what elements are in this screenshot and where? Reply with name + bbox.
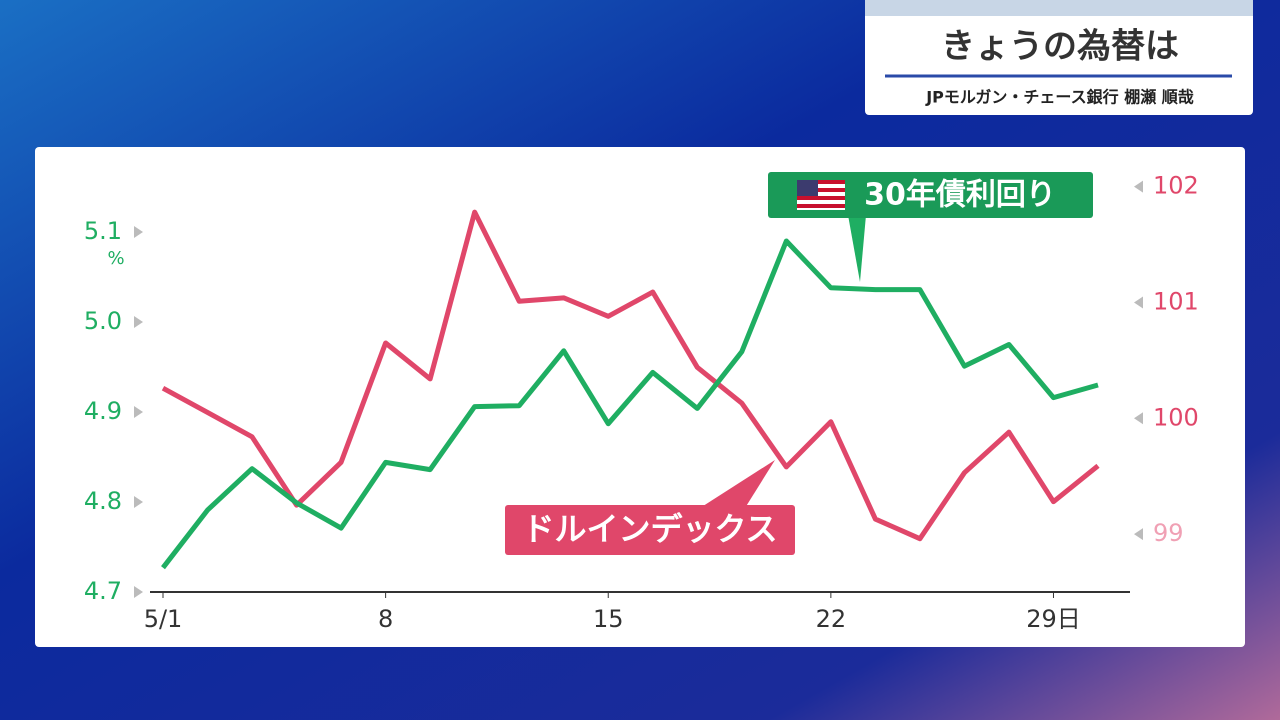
x-tick-label: 8 — [378, 605, 393, 633]
y-tick-label: 4.7 — [84, 577, 122, 605]
plot: 4.7 4.8 4.9 5.0 5.1 99 100 101 102 5/1 8 15 22 29日 — [84, 172, 1199, 633]
series-line — [161, 238, 1099, 570]
pointer — [700, 460, 775, 508]
chart-panel — [35, 147, 1245, 647]
y-tick-label: 4.8 — [84, 487, 122, 515]
series-line — [161, 209, 1100, 542]
pointer — [848, 215, 866, 282]
y2-tick — [1134, 296, 1143, 309]
y-tick — [134, 226, 143, 238]
y2-tick-label: 102 — [1153, 172, 1199, 200]
y-tick — [134, 586, 143, 598]
y-tick-label: 5.1 — [84, 217, 122, 245]
header-panel — [865, 0, 1253, 115]
y-tick-label: 4.9 — [84, 397, 122, 425]
y-unit: % — [107, 248, 124, 269]
header-band — [865, 0, 1253, 16]
y2-tick-label: 101 — [1153, 287, 1199, 315]
y-tick-label: 5.0 — [84, 307, 122, 335]
label-box — [505, 505, 795, 555]
x-tick-label: 5/1 — [144, 605, 183, 633]
series-label: 30年債利回り — [864, 178, 1056, 213]
x-tick-label: 22 — [816, 605, 847, 633]
x-tick-label: 15 — [593, 605, 624, 633]
y-tick — [134, 316, 143, 328]
y2-tick-label: 100 — [1153, 403, 1199, 431]
y2-tick — [1134, 528, 1143, 541]
label-box — [768, 172, 1093, 218]
series-label: ドルインデックス — [522, 510, 777, 548]
annotation-green: 30年債利回り — [768, 172, 1093, 282]
x-tick-label: 29日 — [1026, 605, 1081, 633]
us-flag — [797, 180, 845, 210]
y2-tick — [1134, 412, 1143, 425]
y2-tick-label: 99 — [1153, 519, 1184, 547]
header-title: きょうの為替は — [941, 27, 1179, 67]
y-tick — [134, 496, 143, 508]
y2-tick — [1134, 180, 1143, 193]
y-tick — [134, 406, 143, 418]
annotation-red: ドルインデックス — [505, 460, 795, 555]
header-subtitle: JPモルガン・チェース銀行 棚瀬 順哉 — [925, 88, 1194, 107]
